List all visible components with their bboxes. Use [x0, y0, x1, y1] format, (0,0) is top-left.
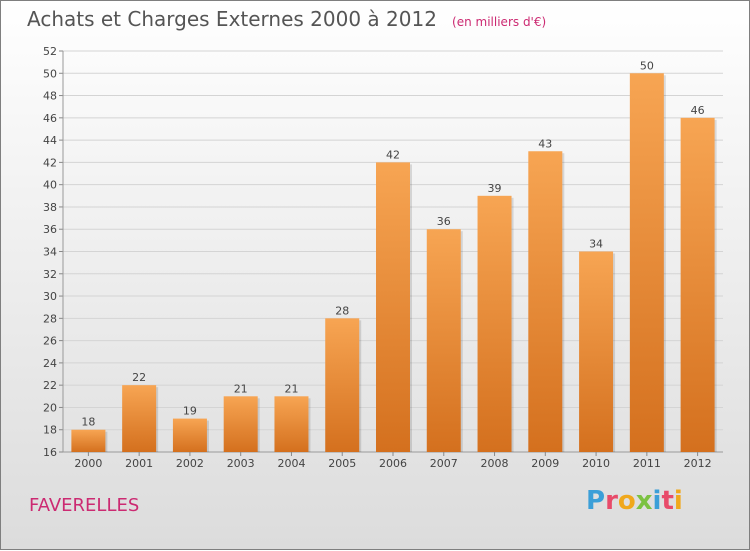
bar-value-label: 19 — [183, 405, 197, 418]
bar — [579, 251, 614, 452]
bar — [477, 195, 512, 453]
x-tick-label: 2000 — [74, 457, 102, 470]
y-tick-label: 34 — [43, 246, 57, 259]
y-tick-label: 28 — [43, 312, 57, 325]
x-tick-label: 2003 — [227, 457, 255, 470]
bar — [325, 318, 360, 452]
bar-value-label: 28 — [335, 304, 349, 317]
x-tick-label: 2005 — [328, 457, 356, 470]
y-tick-label: 42 — [43, 156, 57, 169]
logo-letter: P — [586, 486, 606, 516]
y-tick-label: 38 — [43, 201, 57, 214]
logo-letter: t — [661, 486, 674, 516]
y-tick-label: 44 — [43, 134, 57, 147]
proxiti-logo: Proxiti — [586, 486, 683, 516]
y-tick-label: 48 — [43, 90, 57, 103]
y-tick-label: 40 — [43, 179, 57, 192]
logo-letter: r — [605, 486, 618, 516]
y-tick-label: 46 — [43, 112, 57, 125]
bar-value-label: 42 — [386, 148, 400, 161]
bar — [122, 385, 157, 452]
x-tick-label: 2002 — [176, 457, 204, 470]
bar — [376, 162, 410, 452]
y-tick-label: 32 — [43, 268, 57, 281]
commune-name: FAVERELLES — [29, 495, 140, 516]
bar — [426, 229, 461, 452]
bar — [223, 396, 258, 452]
y-tick-label: 22 — [43, 379, 57, 392]
y-tick-label: 18 — [43, 424, 57, 437]
x-tick-label: 2001 — [125, 457, 153, 470]
chart-subtitle: (en milliers d'€) — [452, 15, 547, 29]
x-tick-label: 2011 — [633, 457, 661, 470]
bar — [172, 418, 207, 452]
bar-value-label: 50 — [640, 59, 654, 72]
x-tick-label: 2004 — [277, 457, 305, 470]
x-tick-label: 2009 — [531, 457, 559, 470]
bar — [528, 151, 563, 452]
logo-letter: x — [635, 486, 653, 516]
chart-title: Achats et Charges Externes 2000 à 2012 — [27, 7, 437, 31]
title-line: Achats et Charges Externes 2000 à 2012 (… — [27, 7, 546, 31]
logo-letter: i — [673, 486, 683, 516]
bar-value-label: 43 — [538, 137, 552, 150]
logo-letter: o — [617, 486, 636, 516]
x-tick-label: 2010 — [582, 457, 610, 470]
y-tick-label: 36 — [43, 223, 57, 236]
bar — [274, 396, 309, 452]
bar-value-label: 22 — [132, 371, 146, 384]
bar — [680, 117, 715, 452]
bar — [71, 429, 106, 452]
y-tick-label: 16 — [43, 446, 57, 459]
y-tick-label: 30 — [43, 290, 57, 303]
y-tick-label: 26 — [43, 335, 57, 348]
bar-value-label: 36 — [437, 215, 451, 228]
bar — [629, 73, 664, 453]
x-tick-label: 2012 — [684, 457, 712, 470]
y-tick-label: 52 — [43, 45, 57, 58]
x-tick-label: 2008 — [481, 457, 509, 470]
bar-value-label: 39 — [488, 182, 502, 195]
bar-value-label: 21 — [284, 382, 298, 395]
logo-letter: i — [652, 486, 662, 516]
y-tick-label: 24 — [43, 357, 57, 370]
y-tick-label: 20 — [43, 401, 57, 414]
bar-value-label: 46 — [691, 104, 705, 117]
bar-value-label: 21 — [234, 382, 248, 395]
x-tick-label: 2007 — [430, 457, 458, 470]
bar-value-label: 18 — [81, 416, 95, 429]
x-tick-label: 2006 — [379, 457, 407, 470]
y-tick-label: 50 — [43, 67, 57, 80]
bar-value-label: 34 — [589, 238, 603, 251]
